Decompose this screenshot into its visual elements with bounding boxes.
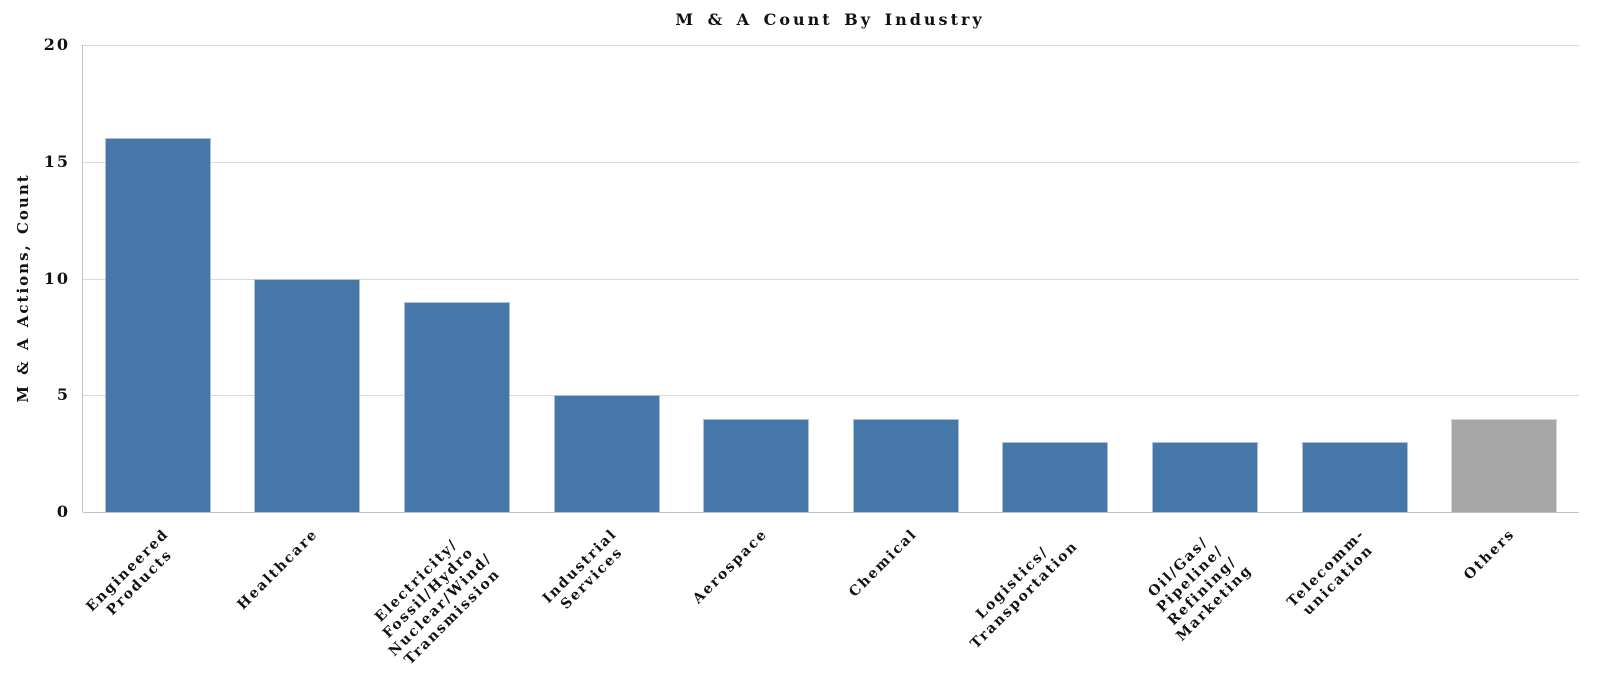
y-tick-label: 20 xyxy=(43,35,70,54)
y-tick-label: 5 xyxy=(56,385,70,405)
bar xyxy=(1451,418,1558,512)
x-tick-label: Logistics/ Transportation xyxy=(967,538,1082,653)
y-tick-label: 15 xyxy=(43,151,70,171)
bar xyxy=(104,138,211,512)
y-tick-label: 0 xyxy=(56,502,70,521)
chart-title: M & A Count By Industry xyxy=(675,10,985,29)
bar xyxy=(1152,441,1258,512)
bar xyxy=(404,301,510,512)
gridline-y-10 xyxy=(83,278,1579,280)
gridline-y-5 xyxy=(83,395,1579,397)
bar xyxy=(254,278,361,512)
x-tick-label: Telecomm- unication xyxy=(1284,526,1378,619)
x-axis-line xyxy=(83,511,1579,513)
x-tick-label: Oil/Gas/ Pipeline/ Refining/ Marketing xyxy=(1144,533,1256,645)
bar xyxy=(553,395,660,512)
bar xyxy=(852,418,959,512)
bar xyxy=(703,418,810,512)
x-tick-label: Engineered Products xyxy=(82,526,176,619)
x-tick-label: Aerospace xyxy=(689,526,771,608)
gridline-y-20 xyxy=(83,45,1579,46)
plot-area xyxy=(82,45,1579,513)
x-tick-label: Others xyxy=(1461,526,1519,584)
bar xyxy=(1301,441,1408,512)
x-tick-label: Industrial Services xyxy=(540,526,627,613)
x-tick-label: Healthcare xyxy=(234,526,322,614)
y-tick-label: 10 xyxy=(43,268,70,288)
x-tick-label: Chemical xyxy=(845,526,921,601)
gridline-y-15 xyxy=(83,161,1579,163)
bar xyxy=(1002,441,1109,512)
x-tick-label: Electricity/ Fossil/Hydro Nuclear/Wind/ … xyxy=(371,536,504,669)
